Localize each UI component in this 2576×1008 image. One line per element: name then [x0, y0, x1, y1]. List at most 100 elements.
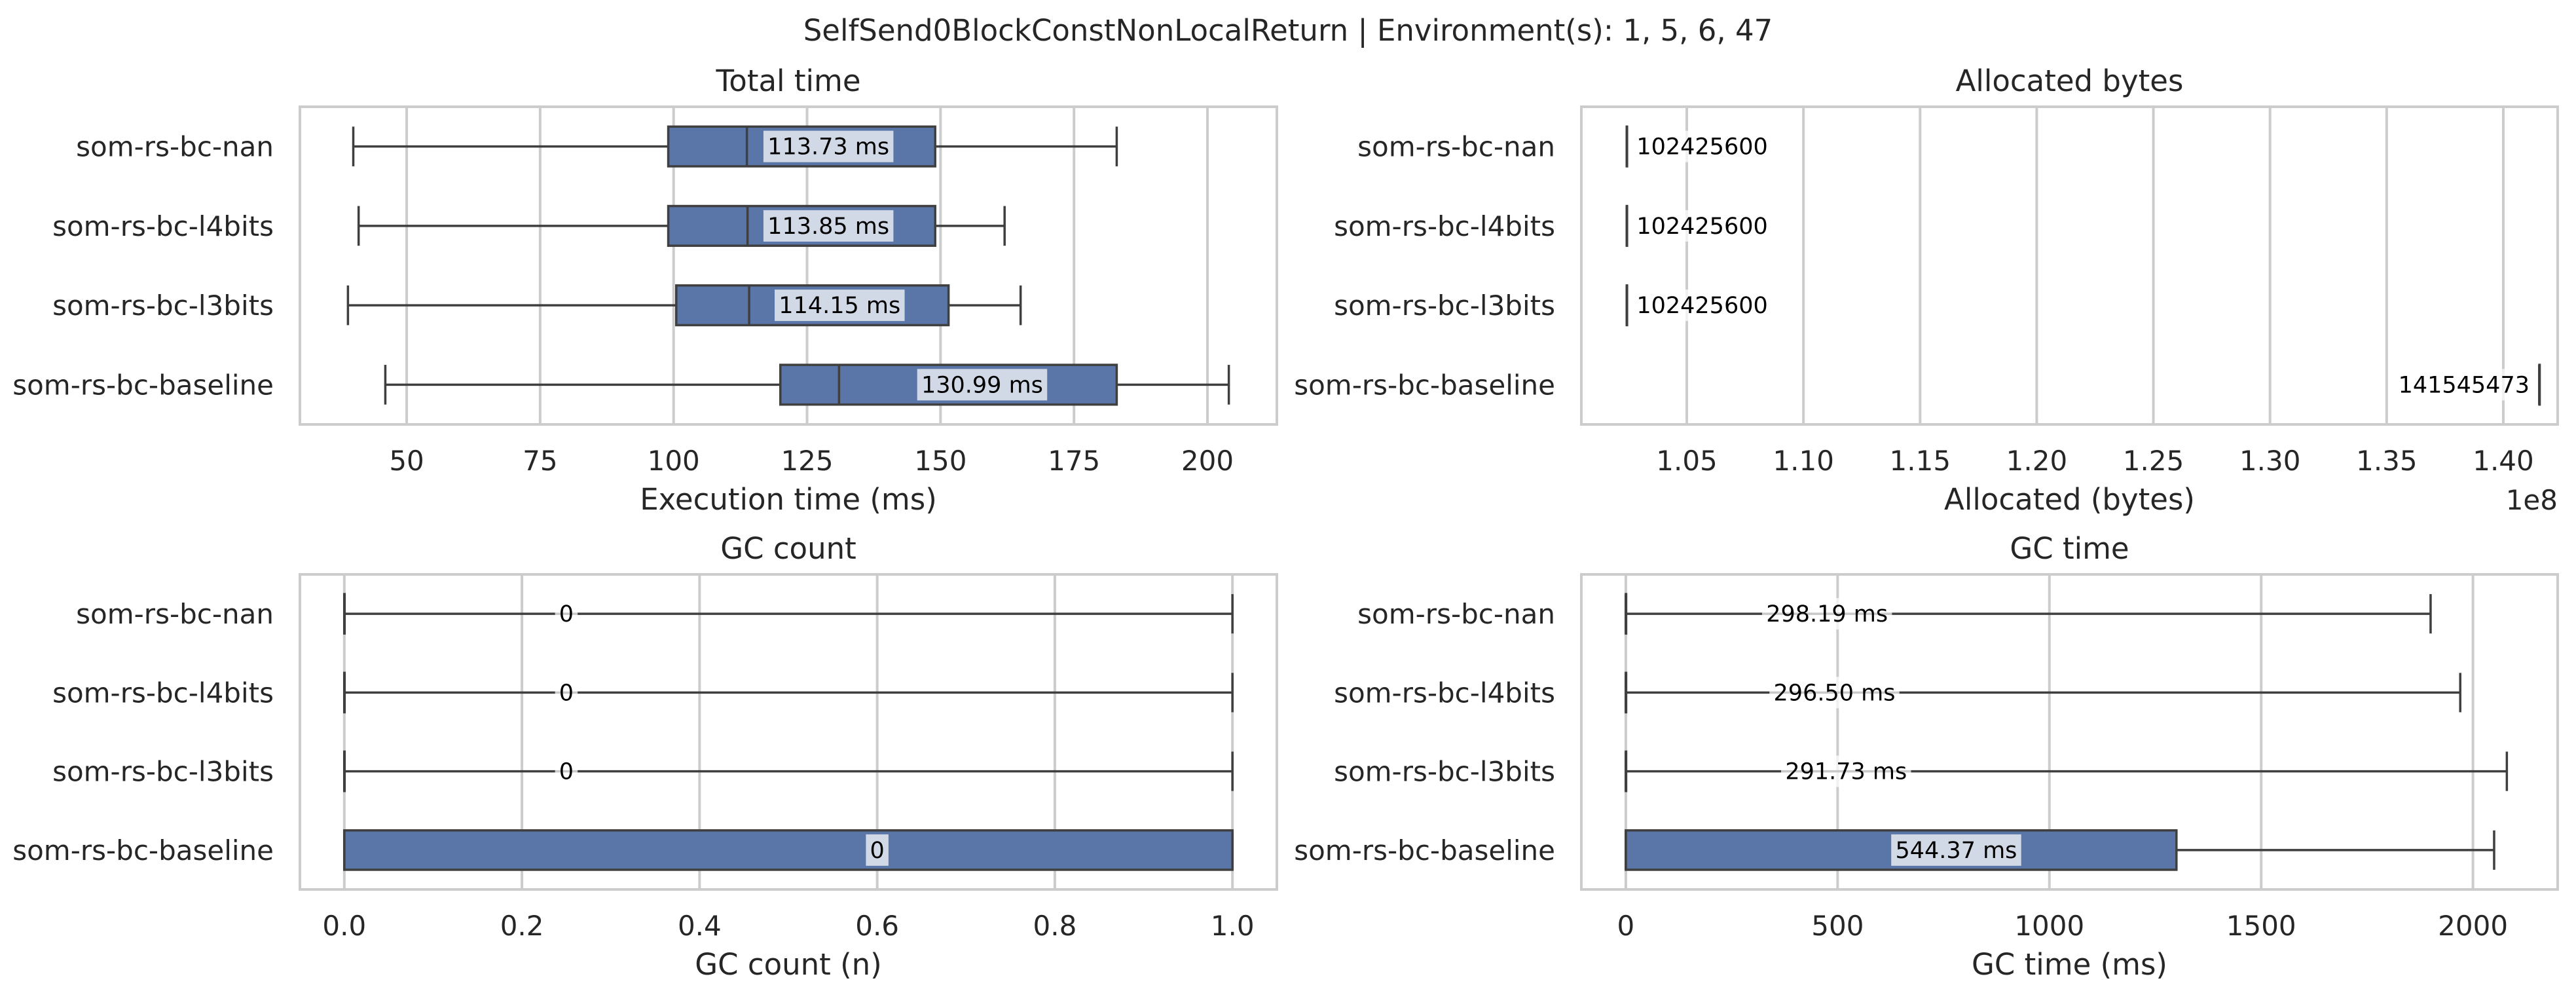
x-tick-label: 1.10 — [1773, 445, 1834, 477]
plot-frame — [1580, 105, 2559, 426]
box-series-3: 141545473 — [2399, 364, 2541, 406]
box — [343, 829, 1234, 871]
panel-allocated-bytes: 1.05 1.10 1.15 1.20 1.25 1.30 1.35 1.40 Allocate… — [1294, 64, 2559, 517]
box-series-1: 296.50 ms — [1625, 671, 2461, 714]
x-tick-label: 1.0 — [1211, 910, 1255, 942]
value-label-bg — [775, 289, 905, 322]
value-label-bg — [1781, 755, 1911, 787]
box-series-2: 102425600 — [1625, 284, 1768, 327]
value-label: 113.85 ms — [767, 214, 889, 240]
x-axis-label: GC time (ms) — [1972, 947, 2167, 982]
value-label-bg — [1761, 598, 1892, 630]
x-tick-label: 1000 — [2014, 910, 2084, 942]
category-label: som-rs-bc-baseline — [1294, 369, 1555, 401]
x-tick-label: 1.30 — [2239, 445, 2301, 477]
panel-title: GC time — [2010, 531, 2129, 566]
box-series-3: 544.37 ms — [1625, 829, 2495, 871]
x-tick-label: 0.4 — [678, 910, 722, 942]
x-tick-label: 150 — [914, 445, 966, 477]
value-label: 291.73 ms — [1785, 759, 1907, 785]
category-label: som-rs-bc-nan — [1357, 598, 1555, 630]
value-label-bg — [866, 834, 889, 866]
category-label: som-rs-bc-l3bits — [52, 289, 274, 322]
box-series-1: 113.85 ms — [357, 204, 1006, 247]
x-tick-label: 1.40 — [2473, 445, 2534, 477]
x-tick-label: 100 — [648, 445, 700, 477]
plot-frame — [1580, 573, 2559, 891]
plot-frame — [299, 105, 1278, 426]
x-axis-label: Execution time (ms) — [640, 482, 937, 517]
category-label: som-rs-bc-l3bits — [1334, 289, 1555, 322]
box-series-3: 0 — [343, 829, 1234, 871]
x-tick-label: 0.0 — [322, 910, 366, 942]
category-label: som-rs-bc-l4bits — [1334, 677, 1555, 709]
value-label-bg — [763, 210, 894, 242]
value-label: 544.37 ms — [1896, 838, 2017, 864]
x-tick-label: 1.35 — [2356, 445, 2418, 477]
panel-title: Total time — [715, 64, 860, 98]
x-axis-offset: 1e8 — [2506, 484, 2558, 516]
category-label: som-rs-bc-baseline — [12, 834, 274, 867]
box-series-0: 102425600 — [1625, 125, 1768, 168]
value-label: 141545473 — [2399, 372, 2530, 398]
panel-gc-time: 0 500 1000 1500 2000 GC time GC time (ms) som-r… — [1294, 531, 2559, 982]
category-label: som-rs-bc-baseline — [12, 369, 274, 401]
category-label: som-rs-bc-nan — [1357, 131, 1555, 163]
panel-gc-count: 0.0 0.2 0.4 0.6 0.8 1.0 GC count GC count (n) so… — [12, 531, 1278, 982]
x-tick-label: 1.25 — [2123, 445, 2184, 477]
x-axis-label: Allocated (bytes) — [1944, 482, 2195, 517]
value-label: 113.73 ms — [767, 134, 889, 160]
x-tick-label: 75 — [523, 445, 557, 477]
x-tick-label: 0.2 — [500, 910, 544, 942]
x-tick-label: 2000 — [2438, 910, 2508, 942]
value-label: 0 — [559, 680, 574, 706]
value-label-bg — [1769, 677, 1900, 709]
panel-total-time: 50 75 100 125 150 175 200 Total time Execution t… — [12, 64, 1278, 517]
x-tick-label: 125 — [781, 445, 833, 477]
x-tick-label: 1500 — [2226, 910, 2296, 942]
x-tick-label: 1.20 — [2006, 445, 2068, 477]
value-label: 0 — [559, 601, 574, 627]
x-tick-label: 175 — [1048, 445, 1100, 477]
value-label-bg — [763, 130, 894, 162]
box-series-3: 130.99 ms — [384, 364, 1230, 406]
category-label: som-rs-bc-l3bits — [1334, 756, 1555, 788]
x-tick-label: 0 — [1617, 910, 1635, 942]
value-label-bg — [917, 369, 1048, 401]
panel-title: GC count — [720, 531, 856, 566]
value-label-bg — [1637, 289, 1767, 322]
box-series-2: 291.73 ms — [1625, 750, 2509, 793]
box-series-0: 113.73 ms — [352, 125, 1118, 168]
value-label-bg — [555, 598, 578, 630]
value-label: 298.19 ms — [1766, 601, 1888, 627]
box-series-2: 0 — [343, 750, 1234, 793]
value-label: 102425600 — [1636, 214, 1767, 240]
box-series-2: 114.15 ms — [346, 284, 1022, 327]
x-tick-label: 500 — [1811, 910, 1864, 942]
figure-suptitle: SelfSend0BlockConstNonLocalReturn | Envi… — [803, 13, 1773, 48]
category-label: som-rs-bc-baseline — [1294, 834, 1555, 867]
category-label: som-rs-bc-nan — [76, 131, 274, 163]
value-label-bg — [555, 677, 578, 709]
box-series-0: 298.19 ms — [1625, 593, 2432, 635]
value-label: 114.15 ms — [779, 293, 900, 319]
x-tick-label: 200 — [1181, 445, 1234, 477]
value-label-bg — [1637, 130, 1767, 162]
value-label: 0 — [559, 759, 574, 785]
category-label: som-rs-bc-l4bits — [52, 677, 274, 709]
value-label: 102425600 — [1636, 293, 1767, 319]
plot-frame — [299, 573, 1278, 891]
value-label: 102425600 — [1636, 134, 1767, 160]
x-tick-label: 50 — [389, 445, 424, 477]
category-label: som-rs-bc-l4bits — [52, 210, 274, 242]
value-label: 296.50 ms — [1774, 680, 1896, 706]
box-series-1: 0 — [343, 671, 1234, 714]
x-tick-label: 0.8 — [1033, 910, 1077, 942]
value-label: 130.99 ms — [921, 372, 1043, 398]
category-label: som-rs-bc-l3bits — [52, 756, 274, 788]
value-label-bg — [555, 755, 578, 787]
panel-title: Allocated bytes — [1956, 64, 2184, 98]
value-label: 0 — [870, 838, 884, 864]
x-tick-label: 1.05 — [1656, 445, 1718, 477]
